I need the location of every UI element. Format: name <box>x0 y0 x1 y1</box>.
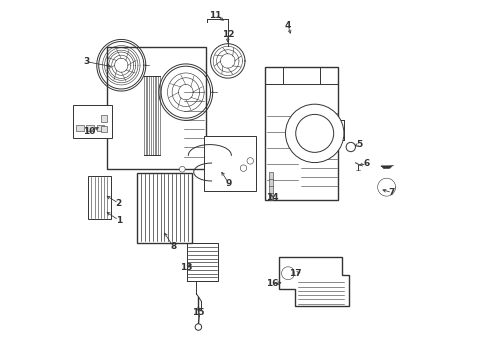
Text: 6: 6 <box>364 159 370 168</box>
Circle shape <box>195 324 201 330</box>
Circle shape <box>296 114 334 152</box>
Text: 11: 11 <box>209 10 222 19</box>
Text: 10: 10 <box>83 127 95 136</box>
Text: 17: 17 <box>289 269 301 278</box>
Circle shape <box>179 166 185 172</box>
Circle shape <box>247 158 253 164</box>
Bar <box>265 67 338 200</box>
Text: 1: 1 <box>116 216 122 225</box>
Bar <box>101 126 107 132</box>
Polygon shape <box>279 257 349 306</box>
Text: 9: 9 <box>226 179 232 188</box>
Bar <box>97 126 104 131</box>
Text: 12: 12 <box>221 30 234 39</box>
Circle shape <box>282 267 294 280</box>
Bar <box>269 172 273 200</box>
Text: 15: 15 <box>192 308 205 317</box>
Bar <box>87 126 94 131</box>
Circle shape <box>240 165 246 171</box>
Bar <box>101 115 107 122</box>
Text: 5: 5 <box>357 140 363 149</box>
Text: 8: 8 <box>170 242 176 251</box>
Circle shape <box>286 104 344 163</box>
Text: 16: 16 <box>266 279 278 288</box>
Bar <box>137 173 192 243</box>
Text: 7: 7 <box>389 188 395 197</box>
Text: 13: 13 <box>179 264 192 273</box>
Bar <box>107 47 205 169</box>
Bar <box>204 136 256 192</box>
Text: 4: 4 <box>285 21 291 30</box>
Bar <box>88 176 111 220</box>
Circle shape <box>346 142 355 152</box>
Text: 3: 3 <box>83 57 90 66</box>
Bar <box>73 105 112 138</box>
Bar <box>76 126 84 131</box>
Text: 14: 14 <box>266 193 278 202</box>
Text: 2: 2 <box>116 199 122 208</box>
